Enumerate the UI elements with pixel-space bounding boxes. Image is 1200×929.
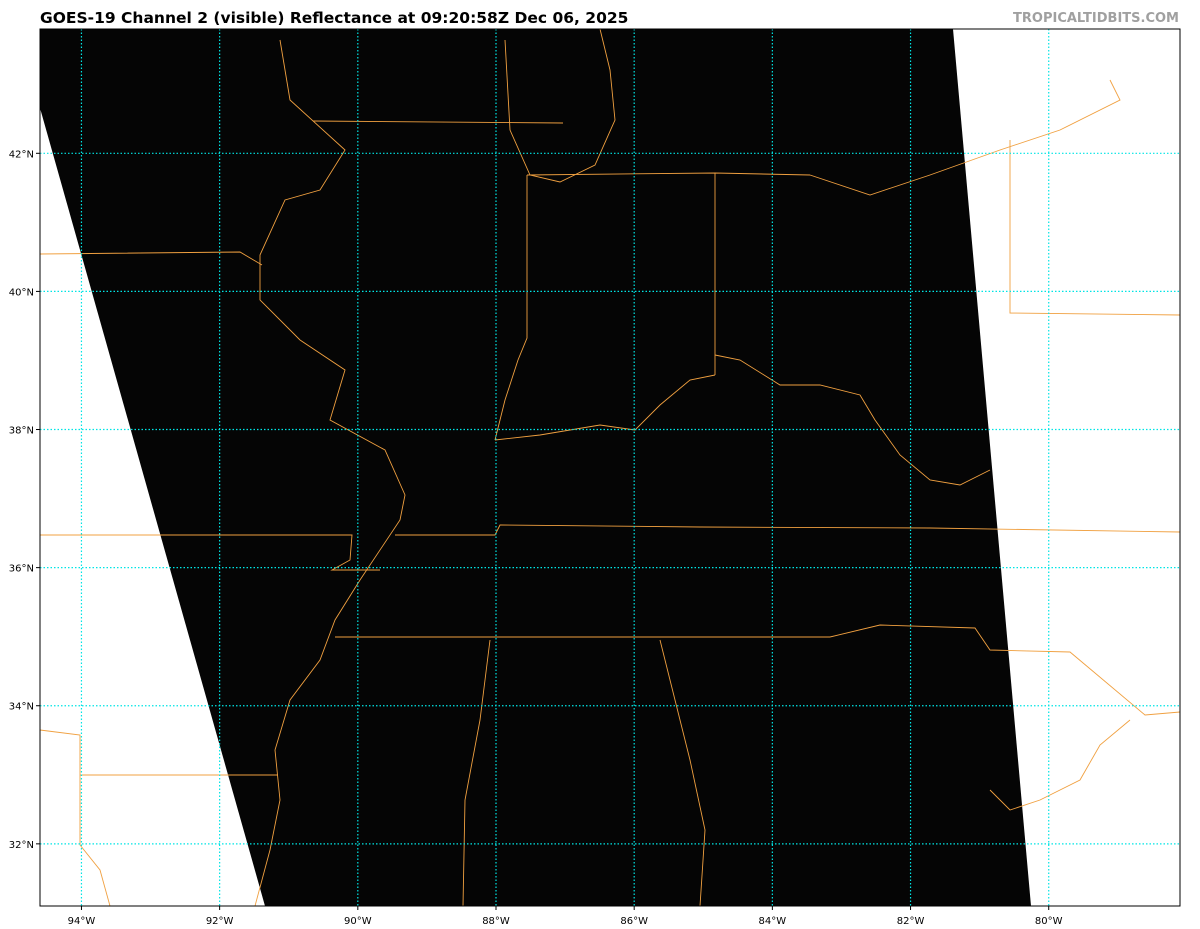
- coast-georgia: [989, 719, 1131, 811]
- lake-michigan-shore: [504, 28, 616, 183]
- longitude-tick-label: 92°W: [206, 916, 234, 927]
- ohio-river: [714, 354, 991, 486]
- axis-ticks: 94°W 92°W 90°W 88°W 86°W 84°W 82°W 80°W 42°N 40°N…: [9, 149, 1063, 927]
- plot-frame: [39, 28, 1181, 907]
- illinois-indiana-border: [494, 175, 528, 441]
- longitude-tick-label: 94°W: [68, 916, 96, 927]
- latitude-tick-label: 38°N: [9, 426, 34, 437]
- map-title: GOES-19 Channel 2 (visible) Reflectance …: [40, 9, 629, 27]
- georgia-carolina-border: [829, 624, 1181, 716]
- kentucky-tennessee-border: [395, 524, 1181, 536]
- longitude-tick-label: 80°W: [1035, 916, 1063, 927]
- longitude-tick-label: 84°W: [759, 916, 787, 927]
- state-borders: [39, 28, 1181, 907]
- latitude-tick-label: 32°N: [9, 840, 34, 851]
- longitude-tick-label: 90°W: [344, 916, 372, 927]
- lake-erie-shore: [809, 79, 1121, 196]
- iowa-missouri-border: [39, 251, 263, 266]
- wisconsin-illinois-border: [312, 120, 564, 124]
- michigan-south-border: [526, 172, 811, 176]
- latitude-tick-label: 40°N: [9, 287, 34, 298]
- latitude-tick-label: 42°N: [9, 149, 34, 160]
- gridlines: [40, 29, 1180, 906]
- mississippi-river: [254, 39, 406, 907]
- credit-watermark: TROPICALTIDBITS.COM: [1013, 11, 1179, 26]
- longitude-tick-label: 86°W: [620, 916, 648, 927]
- alabama-georgia-border: [659, 639, 706, 907]
- latitude-tick-label: 36°N: [9, 564, 34, 575]
- longitude-tick-label: 88°W: [482, 916, 510, 927]
- texas-border: [39, 729, 111, 907]
- virginia-border: [1009, 140, 1181, 316]
- missouri-arkansas-border: [40, 534, 380, 571]
- imagery-swath: [40, 29, 1031, 906]
- latitude-tick-label: 34°N: [9, 702, 34, 713]
- longitude-tick-label: 82°W: [897, 916, 925, 927]
- mississippi-alabama-border: [462, 639, 491, 907]
